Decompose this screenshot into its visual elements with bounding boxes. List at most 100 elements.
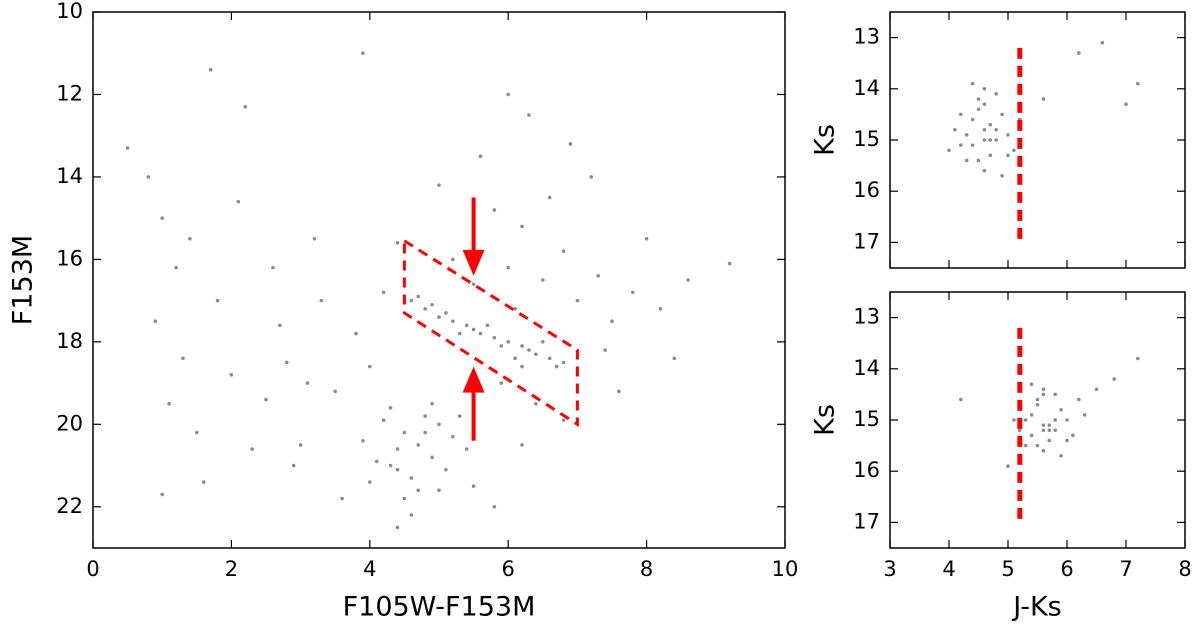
y-tick-label: 14	[853, 356, 880, 380]
point	[388, 463, 393, 468]
point	[1000, 174, 1004, 178]
y-tick-label: 17	[853, 229, 880, 253]
point	[1041, 423, 1046, 427]
point	[457, 331, 462, 336]
point	[603, 348, 607, 352]
x-tick-label: 0	[86, 557, 99, 581]
point	[201, 480, 206, 484]
point	[333, 389, 338, 394]
point	[478, 331, 483, 336]
point	[982, 168, 987, 173]
point	[527, 113, 531, 117]
point	[970, 117, 975, 122]
point	[437, 183, 441, 187]
y-tick-label: 17	[853, 509, 880, 533]
point	[416, 488, 421, 493]
point	[994, 92, 998, 96]
point	[464, 323, 469, 328]
point	[994, 127, 998, 132]
x-tick-label: 4	[363, 557, 376, 581]
point	[1012, 148, 1016, 153]
point	[444, 467, 448, 472]
point	[354, 331, 358, 336]
point	[195, 430, 199, 435]
point	[964, 133, 969, 137]
point	[409, 298, 414, 303]
point	[1124, 102, 1128, 106]
point	[492, 208, 497, 212]
point	[1006, 153, 1010, 158]
point	[672, 356, 677, 361]
axes-frame	[889, 11, 1186, 269]
point	[1077, 397, 1081, 402]
x-axis-label: J-Ks	[1011, 592, 1062, 623]
x-tick-label: 2	[225, 557, 238, 581]
point	[959, 143, 963, 147]
point	[506, 340, 511, 344]
y-tick-label: 16	[56, 246, 83, 270]
point	[1029, 413, 1034, 417]
point	[561, 249, 566, 253]
point	[1047, 438, 1052, 443]
point	[471, 282, 476, 286]
point	[361, 439, 365, 443]
point	[506, 92, 511, 97]
point	[492, 504, 497, 509]
point	[982, 102, 987, 106]
point	[506, 265, 511, 270]
point	[208, 67, 213, 72]
point	[188, 236, 192, 241]
point	[596, 274, 600, 278]
point	[541, 278, 545, 282]
point	[437, 315, 441, 319]
y-tick-label: 14	[853, 76, 880, 100]
point	[1053, 428, 1057, 433]
y-tick-label: 13	[853, 25, 880, 49]
x-tick-label: 3	[883, 557, 896, 581]
point	[1094, 387, 1099, 392]
point	[430, 302, 434, 307]
point	[589, 175, 594, 179]
x-tick-label: 8	[640, 557, 653, 581]
point	[416, 443, 421, 447]
point	[534, 401, 538, 406]
point	[423, 307, 427, 311]
point	[125, 146, 130, 150]
point	[478, 154, 483, 159]
point	[976, 107, 981, 112]
point	[630, 290, 635, 295]
y-tick-label: 15	[853, 407, 880, 431]
point	[430, 455, 434, 460]
point	[1065, 438, 1069, 443]
point	[1035, 397, 1040, 402]
point	[430, 401, 434, 406]
point	[575, 298, 580, 303]
point	[970, 143, 975, 147]
point	[1059, 407, 1063, 412]
point	[520, 224, 524, 229]
x-axis-label: F105W-F153M	[343, 592, 536, 623]
axes-frame	[92, 11, 786, 549]
point	[451, 257, 455, 262]
x-tick-label: 6	[502, 557, 515, 581]
point	[174, 265, 178, 270]
point	[1041, 392, 1046, 397]
point	[1029, 382, 1034, 386]
point	[402, 430, 407, 435]
point	[1041, 387, 1046, 392]
point	[229, 373, 234, 377]
point	[298, 443, 303, 447]
point	[1041, 428, 1046, 433]
point	[368, 480, 372, 484]
point	[520, 364, 524, 369]
point	[686, 278, 690, 282]
point	[988, 138, 993, 142]
point	[1136, 81, 1140, 86]
point	[561, 360, 566, 365]
x-tick-label: 5	[1001, 557, 1014, 581]
point	[146, 175, 151, 179]
arrow-head	[462, 249, 485, 276]
point	[340, 496, 344, 501]
point	[988, 153, 993, 158]
y-axis-label: Ks	[810, 124, 841, 156]
